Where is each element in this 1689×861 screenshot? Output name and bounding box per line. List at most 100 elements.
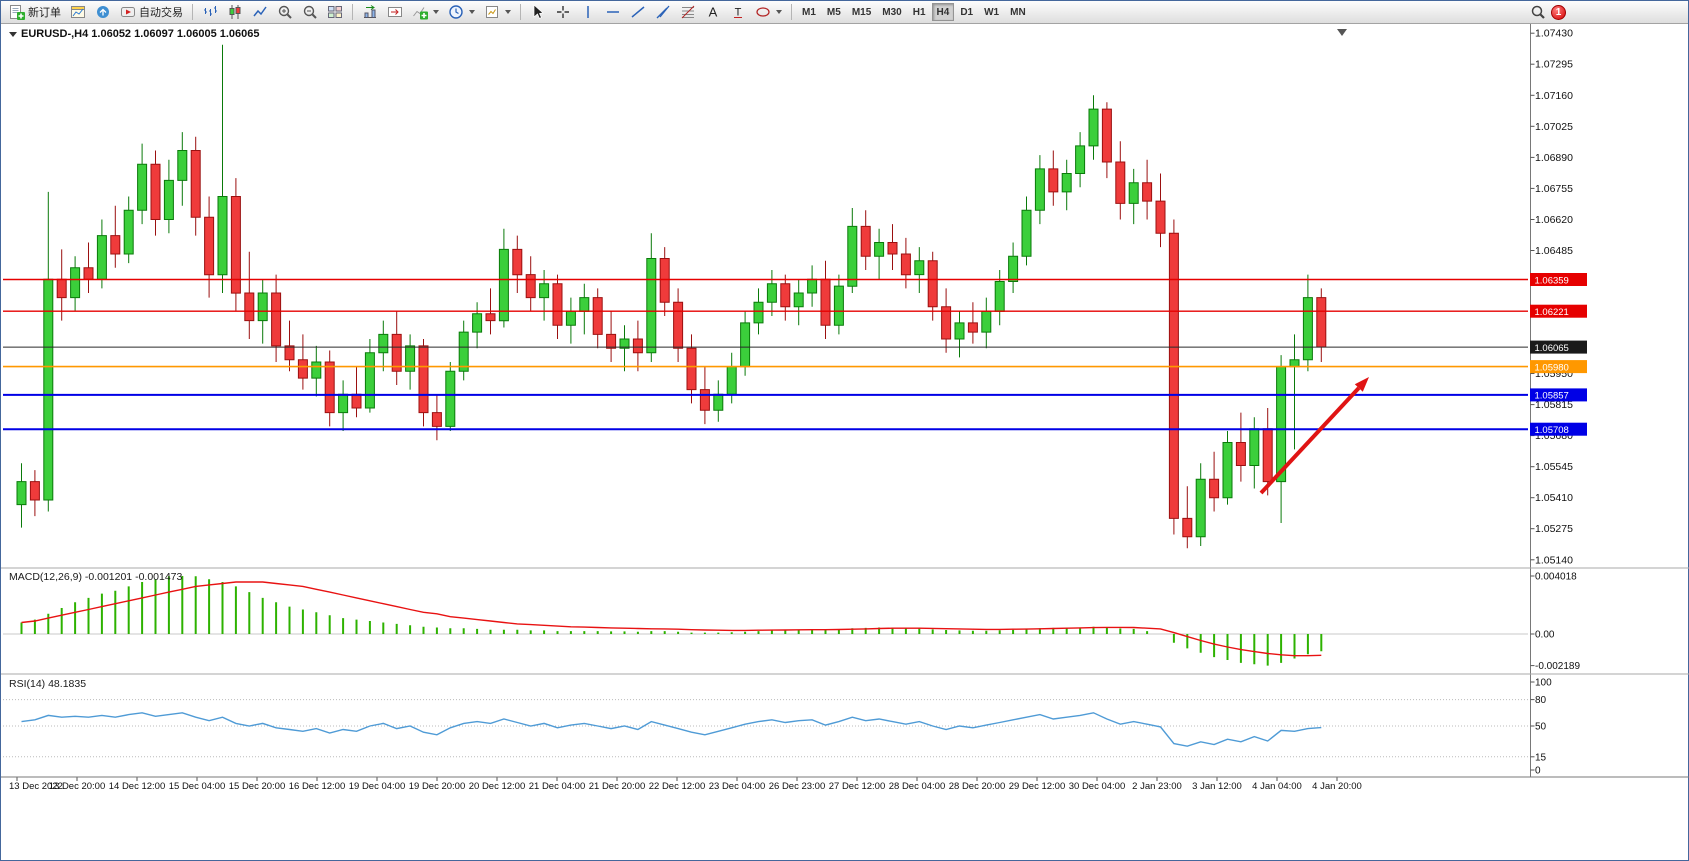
line-chart-icon — [252, 4, 268, 20]
timeframe-h4-button[interactable]: H4 — [931, 3, 955, 21]
charts-window-button[interactable] — [66, 2, 90, 22]
support-tag-2: 1.05708 — [1530, 422, 1587, 436]
chart-symbol-title: EURUSD-,H4 1.06052 1.06097 1.06005 1.060… — [9, 28, 260, 40]
templates-button[interactable] — [480, 2, 515, 22]
zoom-out-button[interactable] — [298, 2, 322, 22]
cursor-icon — [530, 4, 546, 20]
trend-arrow[interactable] — [1259, 377, 1369, 495]
resistance-tag-2: 1.06221 — [1530, 304, 1587, 318]
candles-icon — [227, 4, 243, 20]
text-button[interactable]: A — [701, 2, 725, 22]
indicators-button[interactable] — [408, 2, 443, 22]
price-axis-label: 1.07430 — [1535, 28, 1573, 40]
tile-windows-icon — [327, 4, 343, 20]
vertical-line-button[interactable] — [576, 2, 600, 22]
chart-dropdown-icon[interactable] — [9, 31, 17, 37]
new-order-button[interactable]: 新订单 — [5, 2, 65, 22]
indicators-icon — [412, 4, 428, 20]
pivot-tag-label: 1.05980 — [1535, 362, 1569, 373]
auto-trading-button[interactable]: 自动交易 — [116, 2, 187, 22]
zoom-in-icon — [277, 4, 293, 20]
resistance-tag-1-label: 1.06359 — [1535, 275, 1569, 286]
time-axis-label: 23 Dec 04:00 — [709, 781, 766, 792]
channel-button[interactable] — [651, 2, 675, 22]
profiles-icon — [95, 4, 111, 20]
trendline-button[interactable] — [626, 2, 650, 22]
svg-text:T: T — [735, 7, 742, 19]
price-axis-label: 1.07160 — [1535, 90, 1573, 102]
price-axis-label: 1.05275 — [1535, 523, 1573, 535]
timeframe-m30-button[interactable]: M30 — [877, 3, 906, 21]
price-axis-label: 1.05545 — [1535, 461, 1573, 473]
fibonacci-button[interactable] — [676, 2, 700, 22]
time-axis-label: 2 Jan 23:00 — [1132, 781, 1182, 792]
auto-scroll-button[interactable] — [358, 2, 382, 22]
macd-panel — [3, 576, 1528, 666]
timeframe-m5-button[interactable]: M5 — [822, 3, 846, 21]
tile-windows-button[interactable] — [323, 2, 347, 22]
price-axis[interactable]: 0.004018 0.00 -0.002189 100 80 50 15 0 1.07430 1.… — [1530, 24, 1587, 777]
timeframe-w1-button[interactable]: W1 — [979, 3, 1004, 21]
vertical-line-icon — [580, 4, 596, 20]
text-label-button[interactable]: T — [726, 2, 750, 22]
auto-trading-icon — [120, 4, 136, 20]
crosshair-button[interactable] — [551, 2, 575, 22]
time-axis-label: 3 Jan 12:00 — [1192, 781, 1242, 792]
timeframe-mn-button[interactable]: MN — [1005, 3, 1031, 21]
search-button[interactable] — [1526, 2, 1550, 22]
timeframe-m15-button[interactable]: M15 — [847, 3, 876, 21]
profiles-button[interactable] — [91, 2, 115, 22]
horizontal-line-button[interactable] — [601, 2, 625, 22]
timeframe-h1-button[interactable]: H1 — [908, 3, 931, 21]
chart-shift-marker[interactable] — [1337, 29, 1347, 36]
fibonacci-icon — [680, 4, 696, 20]
time-axis-label: 14 Dec 12:00 — [109, 781, 166, 792]
price-axis-label: 1.06755 — [1535, 183, 1573, 195]
time-axis-label: 19 Dec 04:00 — [349, 781, 406, 792]
time-axis-label: 13 Dec 20:00 — [49, 781, 106, 792]
rsi-panel — [3, 699, 1528, 758]
channel-icon — [655, 4, 671, 20]
search-icon — [1530, 4, 1546, 20]
time-axis-label: 13 Dec 2022 — [9, 781, 63, 792]
zoom-out-icon — [302, 4, 318, 20]
notification-badge[interactable]: 1 — [1551, 4, 1566, 20]
time-axis-label: 4 Jan 20:00 — [1312, 781, 1362, 792]
support-tag-2-label: 1.05708 — [1535, 425, 1569, 436]
timeframe-m1-button[interactable]: M1 — [797, 3, 821, 21]
label-icon: T — [730, 4, 746, 20]
time-axis-label: 15 Dec 20:00 — [229, 781, 286, 792]
text-icon: A — [705, 4, 721, 20]
toolbar-separator — [520, 4, 521, 20]
new-order-button-label: 新订单 — [28, 7, 61, 19]
clock-icon — [448, 4, 464, 20]
time-axis-label: 20 Dec 12:00 — [469, 781, 526, 792]
chart-shift-button[interactable] — [383, 2, 407, 22]
pivot-tag: 1.05980 — [1530, 360, 1587, 373]
chart-window-icon — [70, 4, 86, 20]
down-candle-bodies — [29, 108, 1327, 538]
chart-canvas[interactable]: 0.004018 0.00 -0.002189 100 80 50 15 0 1.07430 1.… — [1, 24, 1689, 861]
support-tag-1: 1.05857 — [1530, 388, 1587, 402]
price-axis-label: 1.06890 — [1535, 152, 1573, 164]
timeframe-d1-button[interactable]: D1 — [955, 3, 978, 21]
auto-trading-button-label: 自动交易 — [139, 7, 183, 19]
cursor-button[interactable] — [526, 2, 550, 22]
rsi-axis-label: 0 — [1535, 766, 1541, 777]
zoom-in-button[interactable] — [273, 2, 297, 22]
macd-axis-label: 0.00 — [1535, 630, 1555, 641]
line-chart-button[interactable] — [248, 2, 272, 22]
candlestick-chart-button[interactable] — [223, 2, 247, 22]
toolbar-separator — [352, 4, 353, 20]
time-axis-label: 22 Dec 12:00 — [649, 781, 706, 792]
time-axis-label: 30 Dec 04:00 — [1069, 781, 1126, 792]
crosshair-icon — [555, 4, 571, 20]
arrows-button[interactable] — [751, 2, 786, 22]
time-axis-label: 19 Dec 20:00 — [409, 781, 466, 792]
bar-chart-button[interactable] — [198, 2, 222, 22]
periods-button[interactable] — [444, 2, 479, 22]
time-axis-label: 21 Dec 20:00 — [589, 781, 646, 792]
macd-axis-label: -0.002189 — [1535, 661, 1580, 672]
